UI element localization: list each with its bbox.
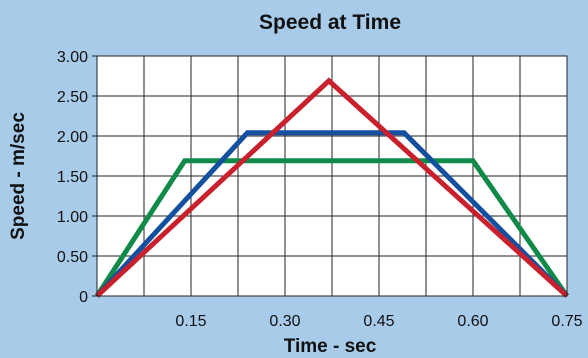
y-tick-label: 2.50 xyxy=(57,89,88,106)
series-line-2 xyxy=(95,130,569,298)
y-tick-label: 1.50 xyxy=(57,169,88,186)
y-tick-label: 0.50 xyxy=(57,249,88,266)
x-axis-label: Time - sec xyxy=(284,336,377,357)
y-axis-label: Speed - m/sec xyxy=(8,112,29,240)
y-tick-label: 1.00 xyxy=(57,209,88,226)
series-layer xyxy=(94,77,570,298)
x-tick-label: 0.15 xyxy=(175,313,206,330)
x-tick-label: 0.60 xyxy=(457,313,488,330)
x-tick-label: 0.75 xyxy=(551,313,582,330)
x-tick-label: 0.30 xyxy=(269,313,300,330)
y-tick-label: 0 xyxy=(79,289,88,306)
series-line-3 xyxy=(95,77,569,298)
y-tick-label: 3.00 xyxy=(57,49,88,66)
x-tick-labels: 0.15 0.30 0.45 0.60 0.75 xyxy=(175,313,582,330)
y-tick-labels: 0 0.50 1.00 1.50 2.00 2.50 3.00 xyxy=(57,49,97,306)
x-tick-label: 0.45 xyxy=(363,313,394,330)
series-line-1 xyxy=(94,158,570,298)
chart-title: Speed at Time xyxy=(259,11,401,34)
y-tick-label: 2.00 xyxy=(57,129,88,146)
